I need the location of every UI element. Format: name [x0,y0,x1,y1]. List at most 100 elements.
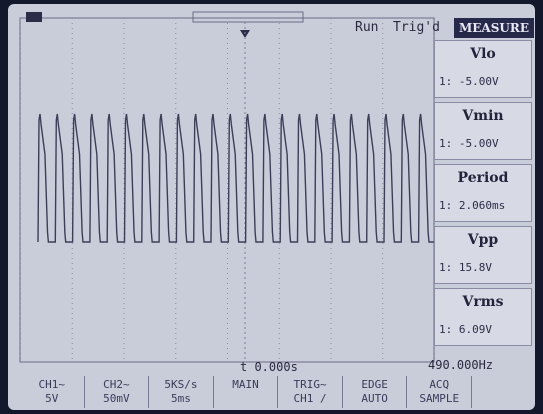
grid-dot [331,248,332,249]
grid-dot [331,108,332,109]
grid-dot [279,158,280,159]
grid-dot [382,268,383,269]
measurement-value: 1: -5.00V [439,137,499,150]
grid-dot [382,278,383,279]
graticule-frame [20,18,434,362]
grid-dot [124,348,125,349]
grid-dot [227,188,228,189]
grid-dot [382,293,383,294]
grid-dot [20,298,21,299]
grid-dot [331,48,332,49]
grid-dot [434,18,435,19]
grid-dot [20,243,21,244]
grid-dots [20,18,435,359]
time-offset: t 0.000s [240,360,298,374]
grid-dot [124,163,125,164]
menu-button[interactable]: MAIN [214,376,279,408]
grid-dot [227,43,228,44]
grid-dot [20,328,21,329]
grid-dot [382,163,383,164]
grid-dot [382,108,383,109]
grid-dot [382,148,383,149]
grid-dot [175,253,176,254]
grid-dot [331,318,332,319]
grid-dot [279,138,280,139]
grid-dot [331,348,332,349]
grid-dot [72,43,73,44]
grid-dot [72,38,73,39]
grid-dot [331,268,332,269]
grid-dot [20,128,21,129]
grid-dot [20,283,21,284]
measurement-value: 1: -5.00V [439,75,499,88]
grid-dot [382,218,383,219]
grid-dot [124,88,125,89]
grid-dot [382,33,383,34]
menu-button-bottom: AUTO [343,392,407,406]
grid-dot [382,153,383,154]
grid-dot [175,283,176,284]
grid-dot [227,343,228,344]
grid-dot [72,288,73,289]
menu-button[interactable]: CH1~5V [20,376,85,408]
grid-dot [124,128,125,129]
memory-bar [193,12,303,22]
grid-dot [227,258,228,259]
grid-dot [227,123,228,124]
grid-dot [382,78,383,79]
grid-dot [279,123,280,124]
grid-dot [382,193,383,194]
grid-dot [20,43,21,44]
grid-dot [20,28,21,29]
grid-dot [124,328,125,329]
grid-dot [279,83,280,84]
grid-dot [279,78,280,79]
grid-dot [175,328,176,329]
grid-dot [20,248,21,249]
grid-dot [331,293,332,294]
grid-dot [20,293,21,294]
grid-dot [382,43,383,44]
grid-dot [20,323,21,324]
grid-dot [382,73,383,74]
grid-dot [72,48,73,49]
grid-dot [124,283,125,284]
menu-button[interactable]: CH2~50mV [85,376,150,408]
grid-dot [175,28,176,29]
grid-dot [20,48,21,49]
grid-dot [279,273,280,274]
grid-dot [227,323,228,324]
grid-dot [72,143,73,144]
grid-dot [124,358,125,359]
grid-dot [382,223,383,224]
trigger-status: Trig'd [393,20,440,35]
grid-dot [331,308,332,309]
grid-dot [382,143,383,144]
grid-dot [175,138,176,139]
grid-dot [20,68,21,69]
grid-dot [72,323,73,324]
grid-dot [331,163,332,164]
grid-dot [72,68,73,69]
grid-dot [382,338,383,339]
grid-dot [227,118,228,119]
grid-dot [175,168,176,169]
grid-dot [382,173,383,174]
grid-dot [382,253,383,254]
grid-dot [331,258,332,259]
grid-dot [20,358,21,359]
grid-dot [175,163,176,164]
grid-dot [279,168,280,169]
menu-button[interactable]: TRIG~CH1 / [278,376,343,408]
grid-dot [227,23,228,24]
grid-dot [20,233,21,234]
grid-dot [124,293,125,294]
